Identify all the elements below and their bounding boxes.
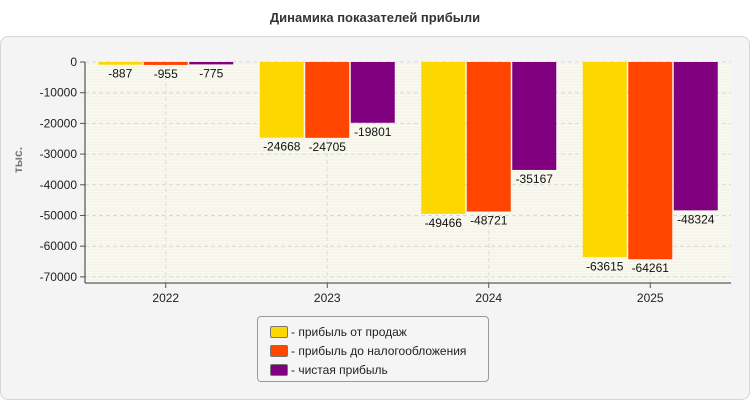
y-tick-label: -50000 [40, 208, 78, 222]
data-label: -48324 [677, 212, 715, 226]
y-tick-label: -10000 [40, 86, 78, 100]
legend-label-net-profit: - чистая прибыль [291, 362, 388, 377]
x-tick-label: 2023 [314, 291, 341, 305]
data-label: -49466 [425, 216, 463, 230]
data-label: -19801 [354, 125, 392, 139]
bar-2022-s1 [98, 62, 143, 65]
legend-item-sales-profit: - прибыль от продаж [270, 322, 488, 341]
bar-2025-s3 [673, 62, 718, 211]
data-label: -63615 [586, 259, 624, 273]
bar-2022-s2 [143, 62, 188, 65]
y-tick-label: -70000 [40, 270, 78, 284]
bar-2025-s1 [582, 62, 627, 258]
y-axis-label: тыс. [11, 147, 25, 173]
bar-2023-s2 [305, 62, 350, 138]
bar-2024-s3 [512, 62, 557, 170]
data-label: -955 [154, 67, 178, 81]
y-tick-label: -40000 [40, 178, 78, 192]
data-label: -35167 [516, 172, 554, 186]
data-label: -887 [108, 67, 132, 81]
chart-title: Динамика показателей прибыли [269, 10, 481, 25]
bar-2024-s2 [466, 62, 511, 212]
data-label: -24705 [309, 140, 347, 154]
data-label: -48721 [470, 214, 508, 228]
x-tick-label: 2024 [475, 291, 502, 305]
x-tick-label: 2022 [152, 291, 179, 305]
bar-2023-s1 [259, 62, 304, 138]
legend-swatch-sales-profit [270, 325, 288, 338]
y-tick-label: -20000 [40, 116, 78, 130]
y-tick-label: -30000 [40, 147, 78, 161]
y-tick-label: 0 [70, 55, 77, 69]
legend-label-sales-profit: - прибыль от продаж [291, 324, 407, 339]
data-label: -64261 [632, 261, 670, 275]
legend-label-pretax-profit: - прибыль до налогообложения [291, 343, 467, 358]
bar-2025-s2 [628, 62, 673, 260]
legend-item-pretax-profit: - прибыль до налогообложения [270, 341, 488, 360]
legend-swatch-pretax-profit [270, 344, 288, 357]
legend: - прибыль от продаж - прибыль до налогоо… [257, 316, 489, 382]
bar-2023-s3 [350, 62, 395, 123]
x-tick-label: 2025 [637, 291, 664, 305]
legend-item-net-profit: - чистая прибыль [270, 360, 488, 379]
bar-2024-s1 [421, 62, 466, 214]
y-tick-label: -60000 [40, 239, 78, 253]
data-label: -24668 [263, 140, 301, 154]
bar-2022-s3 [189, 62, 234, 65]
data-label: -775 [199, 66, 223, 80]
legend-swatch-net-profit [270, 363, 288, 376]
